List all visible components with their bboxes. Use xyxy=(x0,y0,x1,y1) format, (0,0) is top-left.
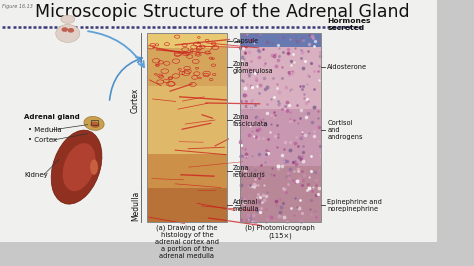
Text: Cortex: Cortex xyxy=(131,88,140,113)
Ellipse shape xyxy=(68,28,74,33)
Text: Zona
glomerulosa: Zona glomerulosa xyxy=(233,61,273,74)
Text: Zona
fasciculata: Zona fasciculata xyxy=(233,114,268,127)
Bar xyxy=(146,154,228,188)
Bar xyxy=(146,34,228,222)
Text: • Cortex: • Cortex xyxy=(28,137,57,143)
Text: (b) Photomicrograph
(115×): (b) Photomicrograph (115×) xyxy=(245,225,315,239)
Bar xyxy=(146,34,228,48)
Bar xyxy=(240,47,320,109)
Text: (a) Drawing of the
histology of the
adrenal cortex and
a portion of the
adrenal : (a) Drawing of the histology of the adre… xyxy=(155,225,219,259)
Text: Adrenal
medulla: Adrenal medulla xyxy=(233,199,259,212)
Ellipse shape xyxy=(51,130,102,204)
Text: Capsule: Capsule xyxy=(233,38,259,44)
Text: • Medulla: • Medulla xyxy=(28,127,62,133)
Ellipse shape xyxy=(62,27,68,32)
Bar xyxy=(146,48,228,86)
Bar xyxy=(0,242,438,257)
Bar xyxy=(146,86,228,154)
Bar xyxy=(240,166,320,222)
Text: Figure 16.13: Figure 16.13 xyxy=(2,4,33,9)
Bar xyxy=(240,34,320,222)
Ellipse shape xyxy=(63,143,96,191)
Text: Hormones
secreted: Hormones secreted xyxy=(327,18,371,31)
Text: Kidney: Kidney xyxy=(24,172,48,178)
Text: Microscopic Structure of the Adrenal Gland: Microscopic Structure of the Adrenal Gla… xyxy=(35,3,410,21)
Bar xyxy=(240,109,320,166)
Text: Medulla: Medulla xyxy=(131,190,140,221)
Ellipse shape xyxy=(90,159,98,175)
Text: Aldosterone: Aldosterone xyxy=(327,64,367,70)
Ellipse shape xyxy=(56,24,80,42)
Text: Cortisol
and
androgens: Cortisol and androgens xyxy=(327,120,363,140)
Ellipse shape xyxy=(61,15,75,23)
Text: Epinephrine and
norepinephrine: Epinephrine and norepinephrine xyxy=(327,199,382,212)
Ellipse shape xyxy=(84,117,104,130)
Bar xyxy=(91,120,98,125)
Ellipse shape xyxy=(91,122,100,128)
Bar xyxy=(146,188,228,222)
Bar xyxy=(240,34,320,47)
Text: Zona
reticularis: Zona reticularis xyxy=(233,165,265,178)
Text: Adrenal gland: Adrenal gland xyxy=(24,114,80,120)
